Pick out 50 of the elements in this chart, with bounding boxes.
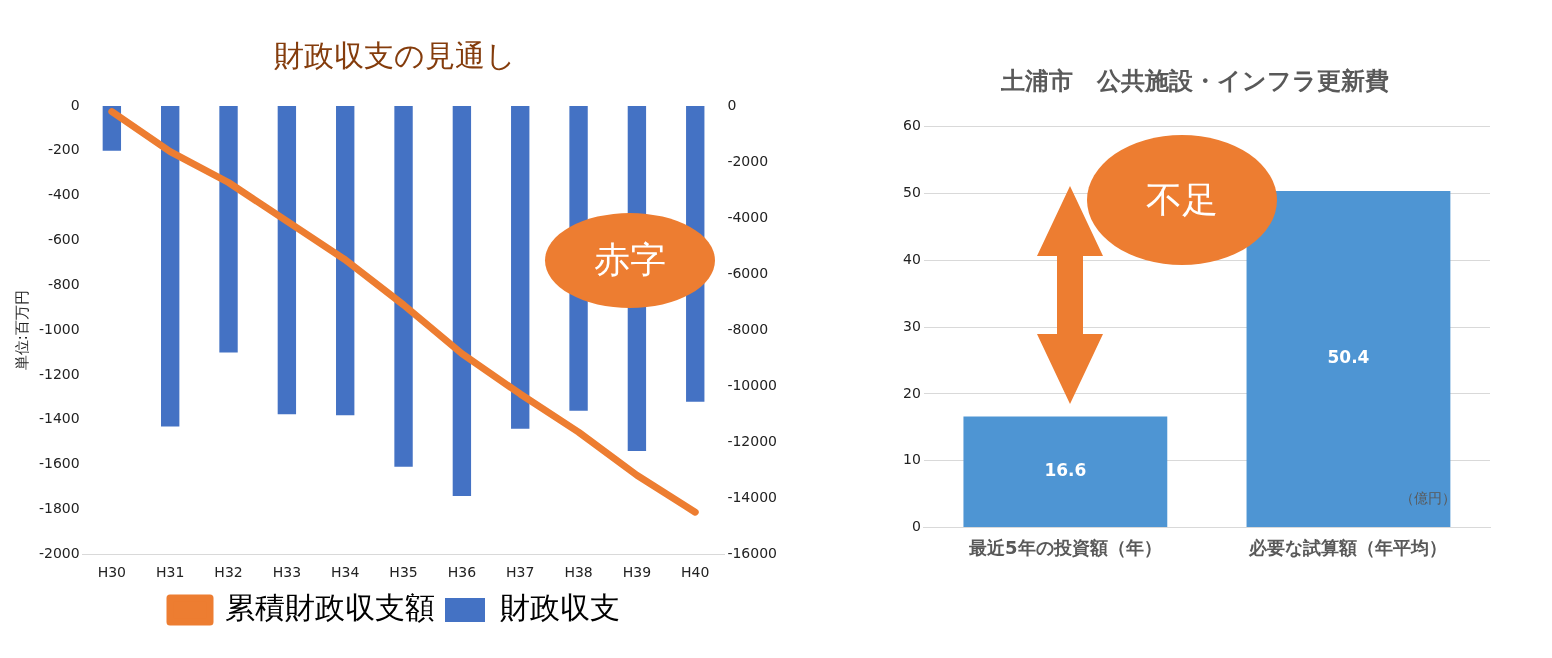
y2-tick-label: -16000 (727, 544, 778, 561)
y2-tick-label: 0 (727, 96, 737, 113)
y-tick-label: -400 (47, 186, 80, 203)
y2-tick-label: -14000 (727, 488, 778, 505)
y-tick-label: 50 (902, 184, 921, 201)
y-tick-label: -200 (47, 141, 80, 158)
oval-shape: 赤字 (545, 213, 715, 308)
y-tick-label: 30 (902, 317, 921, 334)
y-axis-title: 単位:百万円 (12, 290, 31, 371)
x-tick-label: 最近5年の投資額（年） (968, 536, 1162, 558)
y-tick-label: -2000 (38, 544, 80, 561)
y-tick-label: -1400 (38, 410, 80, 427)
y2-tick-label: -6000 (727, 264, 769, 281)
legend-label: 財政収支 (500, 589, 620, 625)
oval-shape: 不足 (1087, 135, 1277, 265)
x-tick-label: H30 (97, 564, 127, 581)
y-tick-label: 0 (70, 96, 80, 113)
annotation: （億円） (1400, 490, 1456, 508)
y-tick-label: -1200 (38, 365, 80, 382)
y-tick-label: 60 (902, 117, 921, 134)
x-tick-label: H38 (564, 564, 593, 581)
x-tick-label: H37 (506, 564, 535, 581)
x-tick-label: 必要な試算額（年平均） (1248, 536, 1448, 558)
x-tick-label: H39 (622, 564, 652, 581)
x-tick-label: H32 (214, 564, 243, 581)
x-tick-label: H31 (156, 564, 185, 581)
y2-tick-label: -8000 (727, 320, 769, 337)
x-tick-label: H36 (447, 564, 477, 581)
y-tick-label: 10 (902, 451, 921, 468)
data-label: 16.6 (1044, 460, 1087, 481)
data-label: 50.4 (1327, 347, 1370, 368)
y-tick-label: -800 (47, 275, 80, 292)
y-tick-label: 0 (911, 518, 921, 535)
y-tick-label: 40 (902, 250, 921, 267)
y-tick-label: -1600 (38, 455, 80, 472)
y-tick-label: 20 (902, 384, 921, 401)
x-tick-label: H33 (272, 564, 302, 581)
x-tick-label: H34 (331, 564, 360, 581)
chart-title: 財政収支の見通し (274, 37, 516, 73)
y2-tick-label: -10000 (727, 376, 778, 393)
y2-tick-label: -2000 (727, 152, 769, 169)
y-tick-label: -600 (47, 231, 80, 248)
chart-title: 土浦市 公共施設・インフラ更新費 (1000, 66, 1389, 95)
y2-tick-label: -12000 (727, 432, 778, 449)
x-tick-label: H40 (681, 564, 710, 581)
x-tick-label: H35 (389, 564, 418, 581)
y-tick-label: -1000 (38, 320, 80, 337)
legend-label: 累積財政収支額 (225, 589, 435, 625)
y2-tick-label: -4000 (727, 208, 769, 225)
y-tick-label: -1800 (38, 500, 80, 517)
